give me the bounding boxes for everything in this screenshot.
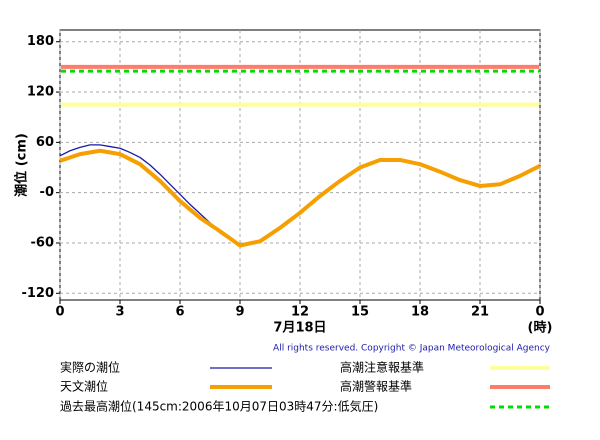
y-tick-label: 180 xyxy=(27,34,54,49)
x-tick-label: 3 xyxy=(115,305,124,320)
x-tick-label: 0 xyxy=(55,305,64,320)
x-tick-label: 18 xyxy=(411,305,429,320)
series-line xyxy=(59,148,541,248)
legend-label: 天文潮位 xyxy=(60,379,108,394)
y-tick-label: -120 xyxy=(21,286,54,301)
legend-label: 実際の潮位 xyxy=(60,360,120,375)
series-line xyxy=(59,144,231,241)
x-tick-label: 12 xyxy=(291,305,309,320)
y-tick-label: -60 xyxy=(31,235,55,250)
y-tick-label: 60 xyxy=(36,135,54,150)
x-tick-label: 9 xyxy=(235,305,244,320)
y-tick-label: -0 xyxy=(40,185,54,200)
x-unit: (時) xyxy=(528,320,553,336)
y-axis-title: 潮位 (cm) xyxy=(14,133,30,197)
copyright: All rights reserved. Copyright © Japan M… xyxy=(273,344,551,354)
x-tick-label: 21 xyxy=(471,305,489,320)
legend-label: 過去最高潮位(145cm:2006年10月07日03時47分:低気圧) xyxy=(60,399,378,414)
x-tick-label: 15 xyxy=(351,305,369,320)
legend-label: 高潮警報基準 xyxy=(340,379,412,394)
legend-label: 高潮注意報基準 xyxy=(340,360,424,375)
x-axis-title: 7月18日 xyxy=(273,321,326,336)
y-tick-label: 120 xyxy=(27,85,54,100)
x-tick-label: 6 xyxy=(175,305,184,320)
x-tick-label: 0 xyxy=(535,305,544,320)
